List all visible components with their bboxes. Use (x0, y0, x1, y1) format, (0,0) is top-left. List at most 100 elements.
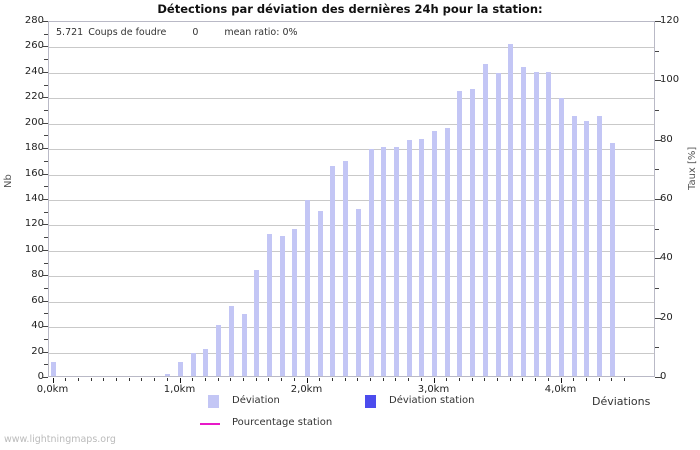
y-axis-left-tick (42, 351, 48, 353)
gridline (49, 73, 654, 74)
x-axis-minor-tick (547, 378, 549, 381)
y-axis-left-minor-tick (44, 110, 48, 111)
x-axis-minor-tick (217, 378, 219, 381)
x-axis-minor-tick (598, 378, 600, 381)
x-axis-minor-tick (77, 378, 79, 381)
bar-deviation (457, 90, 463, 376)
y-axis-left-tick (42, 21, 48, 22)
gridline (49, 276, 654, 277)
y-axis-left-minor-tick (44, 313, 48, 315)
gridline (49, 327, 654, 328)
legend-swatch-deviation-icon (208, 395, 219, 408)
y-axis-right-label: Taux [%] (687, 146, 698, 190)
page-title: Détections par déviation des dernières 2… (157, 2, 543, 16)
legend-label-deviation: Déviation (232, 395, 280, 406)
bar-deviation (419, 139, 425, 376)
y-axis-right-minor-tick (655, 288, 659, 289)
y-axis-right-tick (655, 199, 661, 200)
y-axis-left-tick-label: 0 (37, 371, 44, 382)
x-axis-tick-label: 1,0km (163, 384, 196, 395)
gridline (49, 47, 654, 48)
bar-deviation (381, 146, 387, 376)
y-axis-left-minor-tick (44, 364, 48, 366)
y-axis-left-tick-label: 260 (24, 40, 44, 52)
x-axis-tick-label: 4,0km (544, 384, 577, 395)
x-axis-major-tick (306, 378, 308, 383)
x-axis-minor-tick (331, 378, 333, 381)
y-axis-left-tick-label: 20 (31, 345, 44, 357)
x-axis-minor-tick (497, 378, 498, 381)
x-axis-minor-tick (65, 378, 67, 381)
y-axis-left-tick (42, 249, 48, 251)
y-axis-left-tick-label: 60 (31, 294, 44, 306)
bar-deviation (470, 89, 476, 376)
x-axis-minor-tick (408, 378, 410, 381)
footer-watermark: www.lightningmaps.org (4, 434, 116, 445)
x-axis-minor-tick (255, 378, 257, 381)
y-axis-left-tick-label: 140 (24, 193, 44, 204)
y-axis-left-minor-tick (44, 338, 48, 340)
detection-unit: Coups de foudre (88, 27, 167, 38)
bar-deviation (406, 140, 412, 376)
y-axis-left-tick-label: 100 (24, 243, 44, 255)
y-axis-left-tick-label: 200 (24, 116, 44, 128)
legend: Déviation Déviation station Pourcentage … (0, 392, 700, 442)
gridline (49, 302, 654, 303)
y-axis-left-tick (42, 275, 48, 277)
legend-line-percentage-station-icon (200, 423, 220, 425)
x-axis-minor-tick (446, 378, 448, 381)
x-axis-minor-tick (230, 378, 232, 381)
bar-deviation (546, 71, 552, 376)
bar-deviation (533, 71, 539, 376)
x-axis-minor-tick (141, 378, 143, 381)
y-axis-left-tick (42, 300, 48, 302)
y-axis-left-minor-tick (44, 59, 48, 61)
y-axis-right-minor-tick (655, 228, 659, 230)
y-axis-left-minor-tick (44, 237, 48, 239)
gridline (49, 149, 654, 150)
gridline (49, 200, 654, 201)
bar-deviation (520, 66, 526, 376)
x-axis-minor-tick (243, 378, 244, 381)
y-axis-left-tick-label: 120 (24, 218, 44, 230)
x-axis-minor-tick (573, 378, 575, 381)
plot-subtitle: 5.721 Coups de foudre 0 mean ratio: 0% (56, 27, 298, 38)
y-axis-right-minor-tick (655, 50, 659, 52)
y-axis-left-minor-tick (44, 288, 48, 289)
bar-deviation (495, 72, 501, 376)
x-axis-minor-tick (484, 378, 486, 381)
y-axis-right-minor-tick (655, 347, 659, 349)
bar-deviation (152, 375, 158, 376)
x-axis-minor-tick (204, 378, 206, 381)
gridline (49, 175, 654, 176)
x-axis-minor-tick (268, 378, 270, 381)
x-axis-minor-tick (522, 378, 524, 381)
gridline (49, 353, 654, 354)
x-axis-minor-tick (90, 378, 92, 381)
bar-deviation (584, 121, 590, 376)
x-axis-minor-tick (319, 378, 321, 381)
y-axis-left-tick (42, 173, 48, 175)
y-axis-right-tick (655, 21, 661, 22)
y-axis-right-tick (655, 258, 661, 260)
bar-deviation (241, 314, 247, 376)
bar-deviation (279, 235, 285, 376)
y-axis-right-tick (655, 139, 661, 141)
bar-deviation (343, 160, 349, 376)
x-axis-minor-tick (116, 378, 117, 381)
y-axis-left-tick (42, 148, 48, 150)
bar-deviation (165, 374, 171, 376)
gridline (49, 225, 654, 226)
x-axis-minor-tick (293, 378, 295, 381)
x-axis-tick-label: 0,0km (36, 384, 69, 395)
y-axis-right-tick (655, 80, 661, 82)
x-axis-minor-tick (458, 378, 460, 381)
bar-deviation (571, 116, 577, 376)
y-axis-left-tick (42, 199, 48, 200)
x-axis-minor-tick (281, 378, 283, 381)
x-axis-minor-tick (611, 378, 613, 381)
x-axis-minor-tick (166, 378, 168, 381)
legend-label-percentage-station: Pourcentage station (232, 417, 333, 428)
y-axis-left-tick-label: 240 (24, 65, 44, 77)
y-axis-right-tick-label: 80 (660, 133, 673, 145)
